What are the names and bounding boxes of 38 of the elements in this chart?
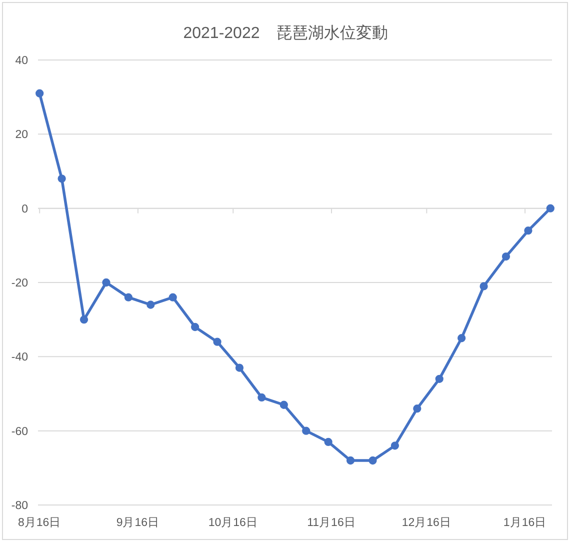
point <box>80 316 88 324</box>
point <box>58 174 66 183</box>
point <box>124 293 132 302</box>
point <box>168 293 177 302</box>
y-tick-label: -20 <box>11 278 28 290</box>
point <box>368 456 377 465</box>
point <box>502 252 510 261</box>
x-tick-label: 10月16日 <box>208 516 258 529</box>
point <box>546 204 554 212</box>
point <box>324 438 332 446</box>
point <box>458 334 466 342</box>
x-tick-label: 9月16日 <box>116 516 160 529</box>
point <box>302 426 310 435</box>
point <box>190 322 200 332</box>
y-tick-label: 0 <box>22 203 28 216</box>
point <box>258 393 266 402</box>
point <box>480 282 488 290</box>
point <box>146 300 155 309</box>
y-tick-label: -80 <box>11 500 28 512</box>
point <box>280 400 288 409</box>
point <box>390 442 400 450</box>
x-tick-label: 1月16日 <box>503 516 547 529</box>
y-tick-label: 20 <box>15 129 28 142</box>
point <box>524 226 532 235</box>
x-tick-label: 8月16日 <box>18 516 62 529</box>
point <box>235 364 244 372</box>
chart-title: 2021-2022 琵琶湖水位変動 <box>183 24 388 42</box>
point <box>213 338 222 346</box>
point <box>102 278 110 287</box>
point <box>435 374 444 383</box>
x-tick-label: 11月16日 <box>307 516 356 529</box>
y-tick-label: 40 <box>15 55 28 68</box>
point <box>346 456 355 465</box>
y-tick-label: -40 <box>11 352 28 364</box>
x-tick-label: 12月16日 <box>402 516 452 529</box>
point <box>413 404 422 413</box>
y-tick-label: -60 <box>11 426 28 438</box>
point <box>36 89 44 98</box>
